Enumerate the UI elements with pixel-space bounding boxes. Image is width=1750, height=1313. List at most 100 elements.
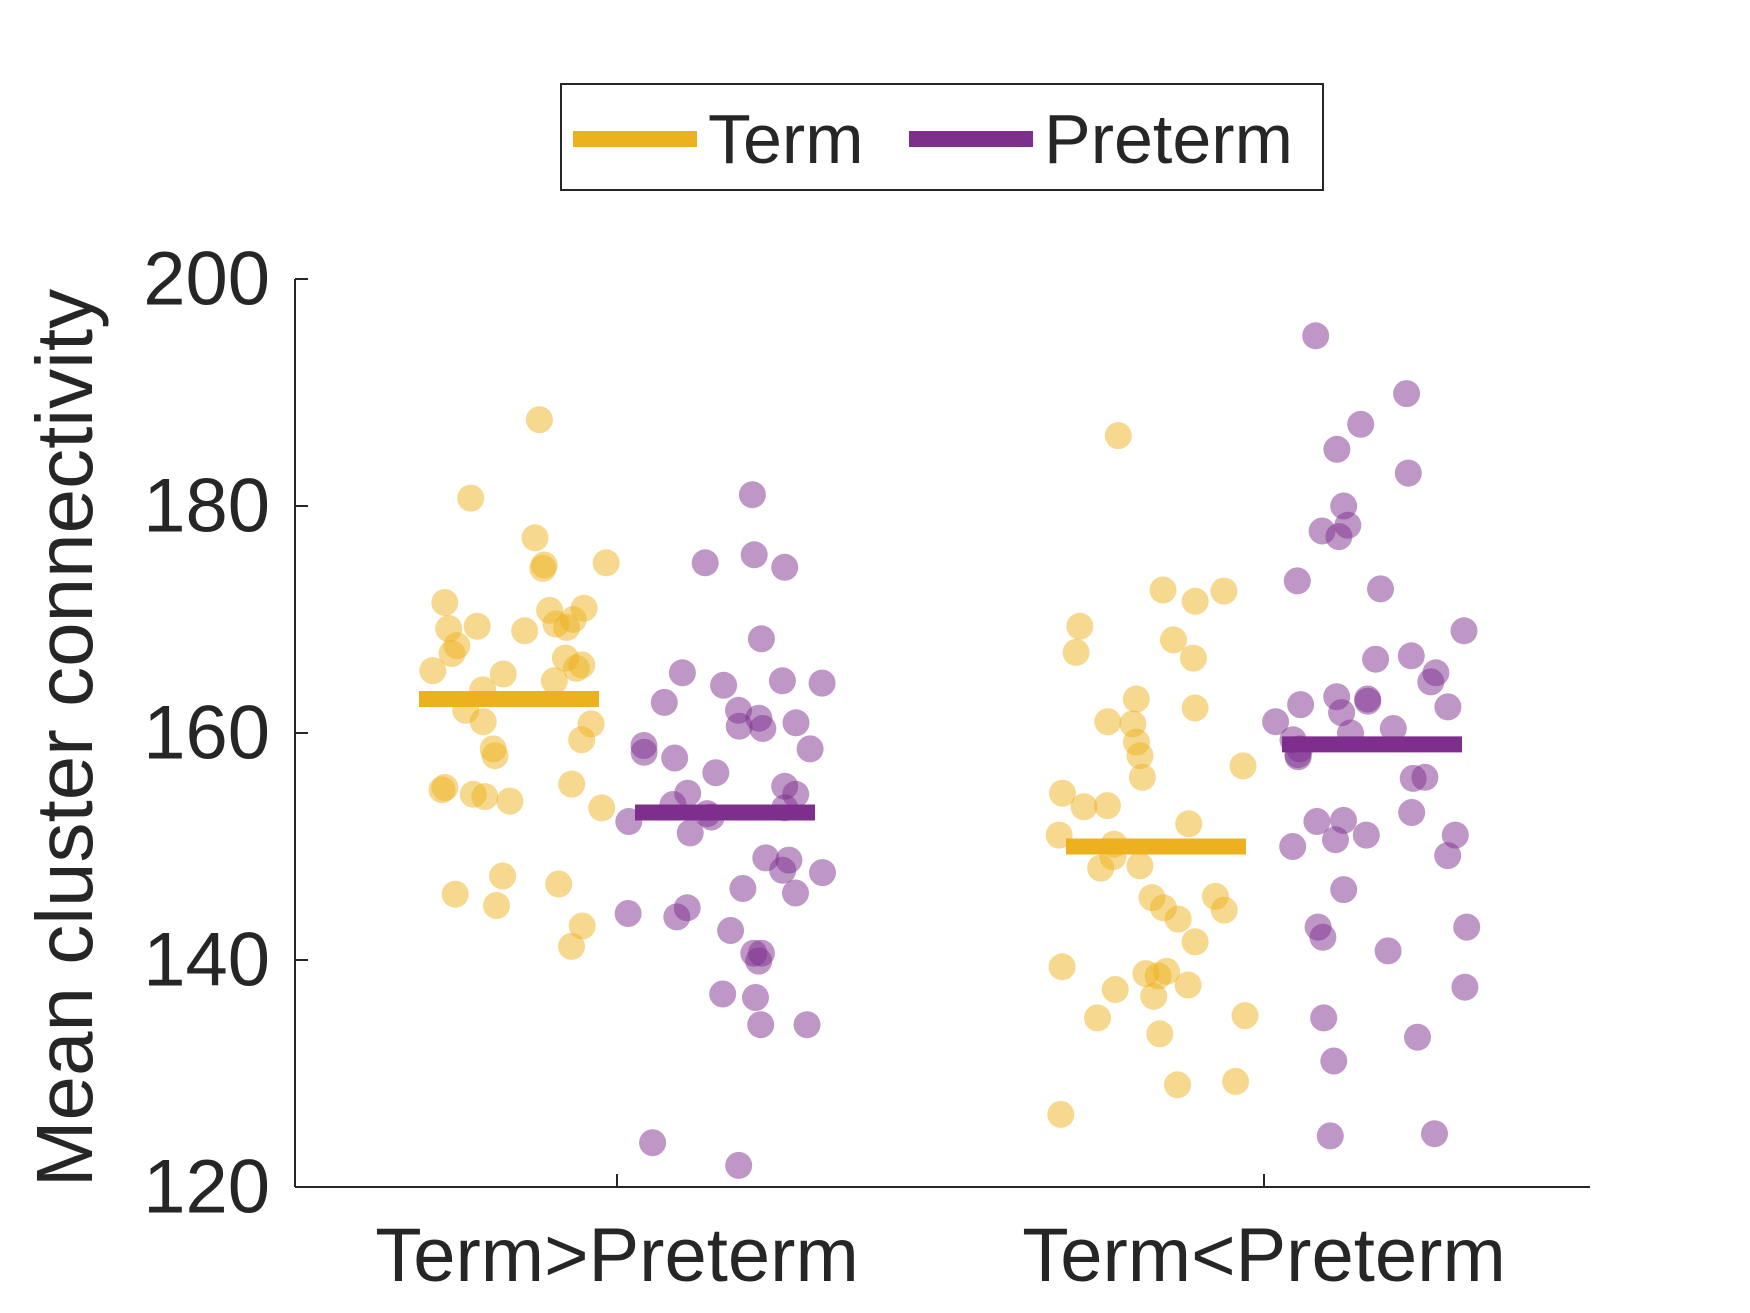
point-preterm-1-47: [639, 1129, 667, 1157]
point-preterm-1-29: [676, 819, 704, 847]
point-preterm-2-22: [1328, 699, 1356, 727]
point-preterm-1-44: [742, 984, 769, 1011]
point-term-1-22: [489, 660, 517, 688]
point-preterm-2-10: [1283, 567, 1311, 595]
point-term-1-12: [463, 612, 491, 640]
point-preterm-2-32: [1398, 799, 1426, 826]
point-preterm-2-11: [1367, 575, 1394, 603]
point-term-1-28: [568, 726, 596, 754]
point-term-1-43: [558, 932, 585, 960]
point-preterm-1-8: [808, 669, 836, 697]
point-term-2-29: [1210, 896, 1238, 924]
point-preterm-2-34: [1303, 808, 1331, 835]
point-term-2-43: [1164, 1071, 1191, 1099]
point-preterm-2-46: [1310, 1004, 1338, 1032]
point-term-2-5: [1066, 612, 1094, 640]
point-preterm-1-9: [710, 671, 738, 699]
point-term-1-2: [457, 484, 485, 512]
point-preterm-2-12: [1450, 617, 1478, 645]
point-preterm-2-41: [1453, 913, 1481, 941]
point-term-1-3: [521, 524, 549, 552]
point-preterm-1-5: [747, 625, 775, 653]
point-preterm-1-13: [782, 709, 810, 737]
point-term-1-20: [562, 654, 590, 682]
point-preterm-1-48: [725, 1151, 753, 1179]
data-points: [419, 322, 1481, 1179]
point-term-1-36: [496, 787, 524, 815]
point-term-2-38: [1140, 982, 1168, 1010]
point-term-1-40: [441, 880, 469, 908]
point-term-1-4: [592, 549, 620, 577]
axes: 120 140 160 180 200 Term>Preterm Term<Preterm M…: [20, 237, 1590, 1298]
point-preterm-2-21: [1434, 693, 1462, 721]
point-preterm-1-46: [747, 1011, 775, 1039]
point-preterm-2-20: [1287, 691, 1315, 719]
point-preterm-2-2: [1393, 380, 1421, 408]
point-preterm-1-38: [663, 903, 691, 931]
point-term-2-7: [1062, 638, 1090, 666]
point-preterm-1-35: [782, 879, 809, 907]
point-term-2-24: [1126, 852, 1154, 880]
point-preterm-2-47: [1404, 1023, 1431, 1051]
point-preterm-2-13: [1397, 642, 1425, 670]
y-tick-label-120: 120: [143, 1145, 270, 1230]
point-preterm-1-10: [650, 688, 678, 716]
point-term-1-6: [529, 554, 557, 582]
mean-lines: [419, 690, 1462, 855]
point-preterm-2-44: [1374, 937, 1402, 965]
point-term-2-44: [1047, 1100, 1075, 1128]
point-term-2-37: [1101, 976, 1129, 1003]
point-term-2-19: [1070, 793, 1098, 821]
point-term-1-41: [483, 892, 510, 919]
point-preterm-1-4: [771, 553, 799, 581]
point-preterm-1-17: [796, 735, 824, 763]
y-tick-label-180: 180: [143, 464, 270, 549]
point-term-1-21: [419, 657, 447, 685]
point-term-2-40: [1084, 1004, 1111, 1032]
point-term-2-3: [1210, 577, 1238, 605]
point-term-1-39: [545, 870, 573, 898]
point-preterm-2-1: [1302, 322, 1330, 350]
point-term-1-1: [525, 406, 553, 434]
point-preterm-2-50: [1316, 1122, 1344, 1150]
point-preterm-1-45: [793, 1011, 821, 1039]
point-preterm-2-9: [1325, 523, 1353, 551]
point-preterm-2-49: [1421, 1120, 1448, 1148]
point-preterm-2-4: [1323, 435, 1351, 463]
point-term-1-23: [540, 667, 568, 695]
legend: Term Preterm: [560, 83, 1324, 191]
point-preterm-1-7: [768, 667, 796, 695]
point-preterm-2-39: [1434, 842, 1462, 870]
point-term-2-17: [1049, 779, 1076, 807]
point-preterm-1-3: [691, 549, 719, 577]
point-term-2-35: [1144, 962, 1172, 990]
point-term-1-35: [471, 783, 499, 811]
point-term-2-39: [1231, 1002, 1259, 1030]
point-preterm-1-18: [630, 738, 658, 766]
point-term-1-26: [469, 708, 497, 736]
y-axis-label: Mean cluster connectivity: [20, 289, 109, 1187]
point-preterm-1-19: [661, 744, 689, 772]
point-preterm-1-37: [614, 900, 642, 927]
legend-label-term: Term: [708, 100, 864, 178]
point-preterm-1-33: [809, 859, 836, 887]
point-term-2-30: [1164, 905, 1192, 933]
point-term-2-36: [1174, 971, 1202, 999]
point-term-2-31: [1181, 928, 1209, 956]
point-term-1-13: [553, 613, 581, 641]
point-preterm-1-14: [725, 712, 753, 740]
x-tick-label-2: Term<Preterm: [1022, 1213, 1506, 1298]
point-preterm-1-20: [702, 759, 730, 787]
point-term-2-25: [1087, 854, 1115, 882]
point-term-2-20: [1175, 810, 1203, 838]
point-preterm-1-1: [738, 481, 766, 509]
point-term-1-31: [558, 770, 586, 798]
point-term-2-1: [1104, 422, 1132, 450]
point-term-1-38: [489, 862, 517, 890]
point-term-2-16: [1128, 763, 1156, 791]
point-term-2-10: [1181, 694, 1209, 722]
point-term-1-30: [481, 742, 509, 770]
point-preterm-2-38: [1279, 833, 1307, 860]
point-preterm-2-40: [1330, 876, 1358, 904]
